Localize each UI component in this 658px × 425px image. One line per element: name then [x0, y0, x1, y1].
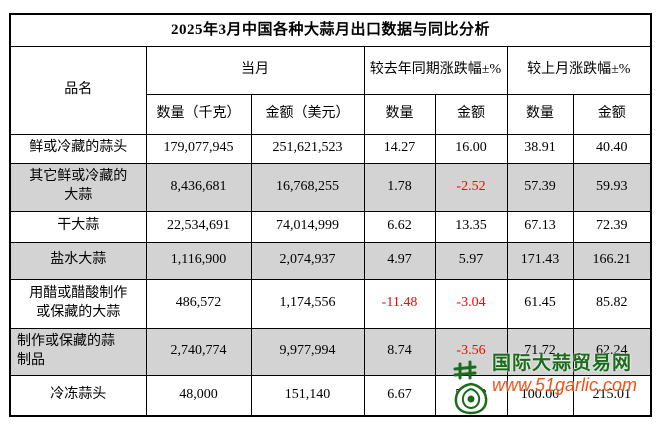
table-row: 盐水大蒜 1,116,900 2,074,937 4.97 5.97 171.4… — [9, 241, 652, 280]
product-name-cell: 其它鲜或冷藏的 大蒜 — [9, 162, 147, 212]
qty-kg-cell: 179,077,945 — [145, 133, 252, 164]
table-title: 2025年3月中国各种大蒜月出口数据与同比分析 — [9, 13, 652, 47]
qty-kg-cell: 22,534,691 — [145, 210, 252, 243]
yoy-amount-cell: 5.97 — [434, 241, 508, 280]
table-row: 冷冻蒜头 48,000 151,140 6.67 52.12 100.00 21… — [9, 374, 652, 417]
yoy-qty-cell: 8.74 — [363, 327, 436, 376]
col-header-product: 品名 — [9, 45, 147, 135]
mom-amount-cell: 62.24 — [572, 327, 652, 376]
yoy-amount-cell: 52.12 — [434, 374, 508, 417]
yoy-amount-cell: 13.35 — [434, 210, 508, 243]
mom-qty-cell: 171.43 — [506, 241, 574, 280]
yoy-amount-cell: -3.56 — [434, 327, 508, 376]
mom-qty-cell: 100.00 — [506, 374, 574, 417]
product-name-cell: 干大蒜 — [9, 210, 147, 243]
qty-kg-cell: 2,740,774 — [145, 327, 252, 376]
header-group-row: 品名 当月 较去年同期涨跌幅±% 较上月涨跌幅±% — [9, 45, 652, 135]
mom-amount-cell: 59.93 — [572, 162, 652, 212]
mom-qty-cell: 67.13 — [506, 210, 574, 243]
mom-amount-cell: 215.01 — [572, 374, 652, 417]
col-header-yoy-change: 较去年同期涨跌幅±% — [363, 45, 508, 95]
amount-usd-cell: 151,140 — [250, 374, 365, 417]
yoy-amount-cell: -2.52 — [434, 162, 508, 212]
col-header-yoy-qty: 数量 — [363, 93, 436, 135]
mom-qty-cell: 61.45 — [506, 278, 574, 329]
table-row: 干大蒜 22,534,691 74,014,999 6.62 13.35 67.… — [9, 210, 652, 243]
product-name-cell: 鲜或冷藏的蒜头 — [9, 133, 147, 164]
qty-kg-cell: 1,116,900 — [145, 241, 252, 280]
yoy-amount-cell: -3.04 — [434, 278, 508, 329]
mom-amount-cell: 40.40 — [572, 133, 652, 164]
product-name-cell: 制作或保藏的蒜 制品 — [9, 327, 147, 376]
qty-kg-cell: 8,436,681 — [145, 162, 252, 212]
table-row: 其它鲜或冷藏的 大蒜 8,436,681 16,768,255 1.78 -2.… — [9, 162, 652, 212]
title-row: 2025年3月中国各种大蒜月出口数据与同比分析 — [9, 13, 652, 47]
amount-usd-cell: 1,174,556 — [250, 278, 365, 329]
amount-usd-cell: 9,977,994 — [250, 327, 365, 376]
yoy-amount-cell: 16.00 — [434, 133, 508, 164]
table-row: 鲜或冷藏的蒜头 179,077,945 251,621,523 14.27 16… — [9, 133, 652, 164]
header-sub-row: 数量（千克） 金额（美元） 数量 金额 数量 金额 — [10, 93, 652, 135]
col-header-yoy-amount: 金额 — [434, 93, 508, 135]
col-header-mom-amount: 金额 — [572, 93, 652, 135]
table-row: 用醋或醋酸制作 或保藏的大蒜 486,572 1,174,556 -11.48 … — [9, 278, 652, 329]
yoy-qty-cell: 6.62 — [363, 210, 436, 243]
yoy-qty-cell: 6.67 — [363, 374, 436, 417]
mom-amount-cell: 166.21 — [572, 241, 652, 280]
amount-usd-cell: 2,074,937 — [250, 241, 365, 280]
col-header-amount-usd: 金额（美元） — [250, 93, 365, 135]
mom-qty-cell: 71.72 — [506, 327, 574, 376]
amount-usd-cell: 74,014,999 — [250, 210, 365, 243]
amount-usd-cell: 16,768,255 — [250, 162, 365, 212]
yoy-qty-cell: 4.97 — [363, 241, 436, 280]
product-name-cell: 盐水大蒜 — [9, 241, 147, 280]
qty-kg-cell: 486,572 — [145, 278, 252, 329]
garlic-export-table: 2025年3月中国各种大蒜月出口数据与同比分析 品名 当月 较去年同期涨跌幅±%… — [9, 13, 653, 417]
table-row: 制作或保藏的蒜 制品 2,740,774 9,977,994 8.74 -3.5… — [9, 327, 652, 376]
col-header-current-month: 当月 — [145, 45, 365, 95]
product-name-cell: 冷冻蒜头 — [9, 374, 147, 417]
col-header-mom-change: 较上月涨跌幅±% — [506, 45, 652, 95]
yoy-qty-cell: 14.27 — [363, 133, 436, 164]
yoy-qty-cell: 1.78 — [363, 162, 436, 212]
product-name-cell: 用醋或醋酸制作 或保藏的大蒜 — [9, 278, 147, 329]
yoy-qty-cell: -11.48 — [363, 278, 436, 329]
col-header-mom-qty: 数量 — [506, 93, 574, 135]
col-header-qty-kg: 数量（千克） — [145, 93, 252, 135]
amount-usd-cell: 251,621,523 — [250, 133, 365, 164]
mom-amount-cell: 72.39 — [572, 210, 652, 243]
qty-kg-cell: 48,000 — [145, 374, 252, 417]
mom-qty-cell: 57.39 — [506, 162, 574, 212]
mom-amount-cell: 85.82 — [572, 278, 652, 329]
mom-qty-cell: 38.91 — [506, 133, 574, 164]
